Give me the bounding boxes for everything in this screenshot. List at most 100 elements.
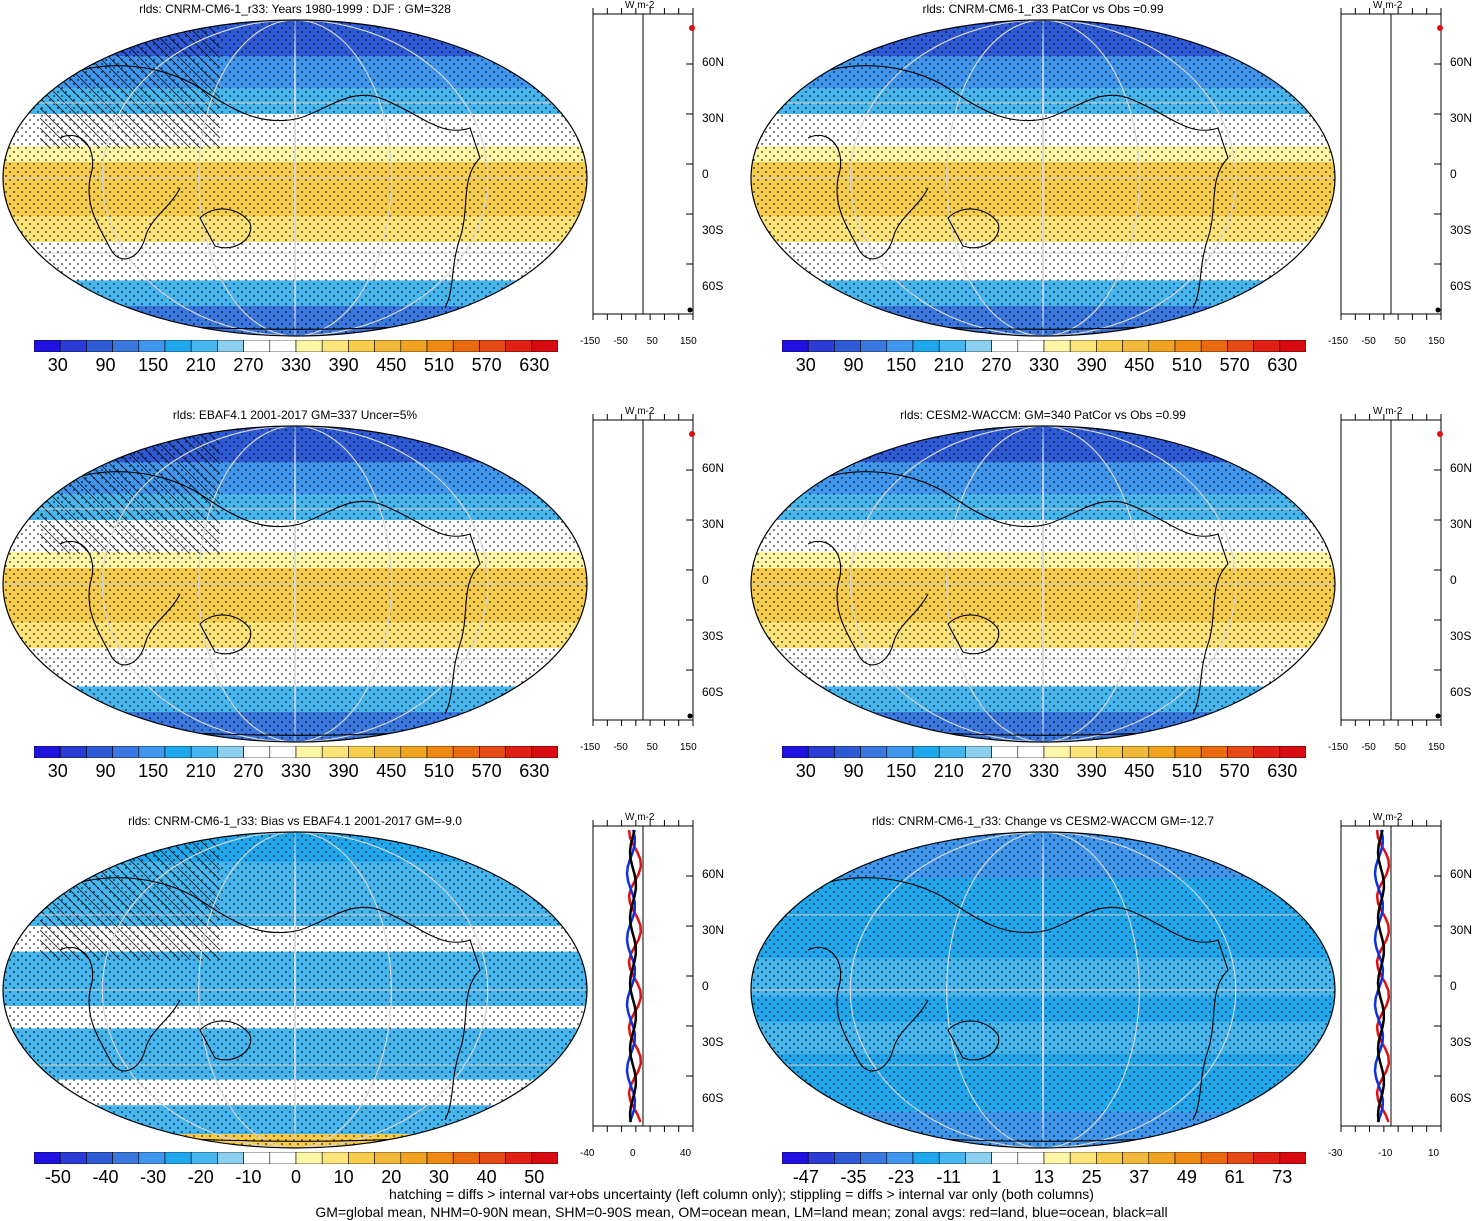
colorbar-swatch (400, 340, 428, 352)
zonal-x-tick: -30 (1328, 1148, 1343, 1159)
zonal-x-tick: -40 (580, 1148, 595, 1159)
lat-label: 0 (1450, 167, 1457, 181)
colorbar-swatch (112, 340, 140, 352)
map-abs (2, 19, 588, 337)
colorbar-label: 30 (795, 761, 816, 781)
zonal-land-dot (1437, 431, 1443, 437)
colorbar-swatch (991, 746, 1019, 758)
colorbar-swatch (1174, 746, 1202, 758)
lat-label: 60S (1450, 685, 1472, 699)
zonal-units: W m-2 (1373, 406, 1403, 417)
colorbar-swatch (321, 340, 349, 352)
colorbar-swatch (912, 746, 940, 758)
colorbar-label: 510 (423, 355, 454, 375)
colorbar (34, 340, 558, 352)
panel-title: rlds: CNRM-CM6-1_r33: Years 1980-1999 : … (139, 2, 451, 16)
lat-label: 30N (1450, 517, 1473, 531)
colorbar-swatch (138, 1152, 166, 1164)
colorbar-label: 570 (1219, 761, 1250, 781)
colorbar-swatch (1069, 746, 1097, 758)
lat-label: 30S (702, 629, 724, 643)
colorbar-swatch (886, 340, 914, 352)
colorbar-swatch (1096, 746, 1123, 758)
colorbar-label: 330 (281, 761, 312, 781)
footer-line-2: GM=global mean, NHM=0-90N mean, SHM=0-90… (315, 1204, 1168, 1220)
colorbar-label: 630 (519, 761, 550, 781)
zonal-x-tick: -150 (580, 336, 601, 347)
colorbar-swatch (1174, 1152, 1202, 1164)
colorbar-swatch (452, 746, 480, 758)
zonal-all-dot (687, 307, 693, 313)
colorbar-swatch (348, 1152, 375, 1164)
colorbar-swatch (1279, 1152, 1306, 1164)
colorbar-swatch (860, 1152, 888, 1164)
zonal-x-tick: -50 (613, 742, 628, 753)
colorbar-swatch (348, 340, 375, 352)
colorbar-label: 510 (1171, 761, 1202, 781)
colorbar-swatch (1253, 746, 1281, 758)
zonal-x-tick: 150 (680, 336, 697, 347)
colorbar-swatch (1148, 340, 1176, 352)
colorbar (34, 1152, 558, 1164)
colorbar-swatch (1200, 340, 1228, 352)
colorbar-swatch (505, 746, 533, 758)
colorbar-swatch (1148, 746, 1176, 758)
colorbar-label: 210 (185, 761, 216, 781)
colorbar-swatch (965, 746, 992, 758)
colorbar-label: 10 (333, 1167, 354, 1187)
colorbar-label: 90 (95, 761, 116, 781)
colorbar-swatch (374, 1152, 402, 1164)
zonal-x-tick: 40 (680, 1148, 692, 1159)
colorbar-swatch (295, 340, 323, 352)
colorbar-swatch (400, 1152, 428, 1164)
colorbar-swatch (1069, 1152, 1097, 1164)
colorbar-label: 450 (376, 355, 407, 375)
colorbar-label: 330 (281, 355, 312, 375)
zonal-x-tick: -50 (1361, 336, 1376, 347)
colorbar-swatch (1122, 340, 1150, 352)
map-abs (750, 19, 1336, 337)
colorbar-swatch (86, 1152, 113, 1164)
lat-label: 30S (702, 223, 724, 237)
panel-p2: rlds: CNRM-CM6-1_r33 PatCor vs Obs =0.99… (748, 0, 1483, 400)
colorbar-swatch (807, 746, 835, 758)
zonal-all-dot (1435, 713, 1441, 719)
colorbar-swatch (782, 1152, 809, 1164)
colorbar-swatch (505, 340, 533, 352)
lat-label: 60N (702, 461, 725, 475)
colorbar-swatch (321, 746, 349, 758)
colorbar-swatch (1174, 340, 1202, 352)
colorbar-swatch (190, 340, 218, 352)
colorbar-swatch (374, 746, 402, 758)
panel-title: rlds: CNRM-CM6-1_r33: Bias vs EBAF4.1 20… (128, 814, 462, 828)
colorbar-swatch (1200, 1152, 1228, 1164)
colorbar-label: 13 (1034, 1167, 1055, 1187)
zonal-mean-plot (1340, 820, 1442, 1132)
lat-label: 60S (1450, 1091, 1472, 1105)
colorbar-label: -10 (235, 1167, 262, 1187)
colorbar-swatch (190, 746, 218, 758)
colorbar-label: -11 (936, 1167, 962, 1187)
lat-label: 0 (702, 573, 709, 587)
colorbar-swatch (1227, 340, 1254, 352)
map-bias (2, 831, 588, 1149)
colorbar-label: 450 (1124, 761, 1155, 781)
colorbar-swatch (112, 1152, 140, 1164)
colorbar (782, 340, 1306, 352)
colorbar-swatch (190, 1152, 218, 1164)
lat-label: 30N (1450, 111, 1473, 125)
colorbar-swatch (269, 340, 297, 352)
colorbar-label: 210 (933, 761, 964, 781)
colorbar-label: 210 (933, 355, 964, 375)
colorbar-swatch (243, 340, 271, 352)
lat-label: 60S (702, 279, 724, 293)
colorbar-swatch (860, 746, 888, 758)
colorbar-swatch (965, 340, 992, 352)
zonal-x-tick: -150 (1328, 742, 1349, 753)
colorbar-labels: 30 90 150 210 270 330 390 450 510 570 630 (34, 761, 558, 782)
zonal-x-tick: -50 (613, 336, 628, 347)
colorbar-swatch (1043, 340, 1071, 352)
colorbar-label: 270 (233, 355, 264, 375)
zonal-x-tick: 50 (646, 336, 658, 347)
colorbar-swatch (1122, 746, 1150, 758)
